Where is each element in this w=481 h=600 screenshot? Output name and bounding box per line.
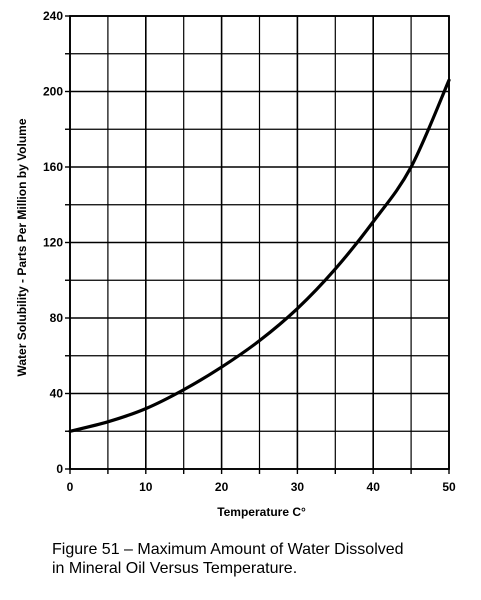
- y-tick-label: 0: [56, 462, 63, 476]
- caption-line-2: in Mineral Oil Versus Temperature.: [52, 560, 298, 577]
- y-tick-label: 80: [50, 311, 64, 325]
- x-tick-label: 10: [139, 480, 153, 494]
- y-tick-label: 120: [43, 236, 63, 250]
- x-tick-label: 30: [291, 480, 305, 494]
- y-tick-label: 160: [43, 160, 63, 174]
- solubility-curve: [68, 78, 451, 433]
- x-axis-title: Temperature C°: [217, 505, 306, 519]
- series: [68, 78, 451, 433]
- figure-caption: Figure 51 – Maximum Amount of Water Diss…: [52, 540, 472, 578]
- axes: [65, 15, 450, 474]
- y-tick-label: 200: [43, 85, 63, 99]
- grid: [69, 15, 450, 470]
- x-tick-label: 20: [215, 480, 229, 494]
- x-tick-label: 50: [442, 480, 456, 494]
- y-axis-title: Water Solubility - Parts Per Million by …: [15, 118, 29, 376]
- y-tick-label: 240: [43, 9, 63, 23]
- caption-line-1: Figure 51 – Maximum Amount of Water Diss…: [52, 541, 404, 558]
- y-tick-label: 40: [50, 387, 64, 401]
- tick-labels: 0 10 20 30 40 50 0 40 80 120 160 200 240: [43, 9, 456, 494]
- x-tick-label: 0: [67, 480, 74, 494]
- x-tick-label: 40: [367, 480, 381, 494]
